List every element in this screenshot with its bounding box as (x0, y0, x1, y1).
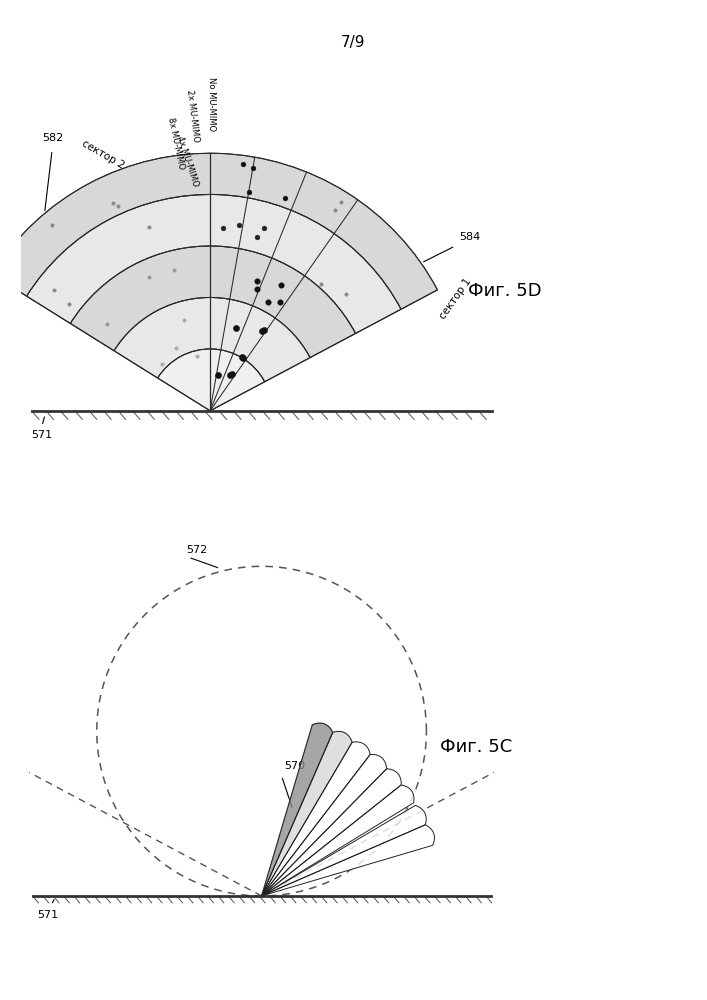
Text: 571: 571 (37, 910, 59, 920)
Wedge shape (158, 349, 264, 411)
Text: 584: 584 (459, 232, 480, 242)
Wedge shape (27, 194, 401, 333)
Wedge shape (70, 246, 356, 358)
Polygon shape (262, 825, 434, 896)
Text: Фиг. 5C: Фиг. 5C (440, 738, 513, 756)
Text: 572: 572 (186, 545, 207, 555)
Wedge shape (114, 297, 310, 382)
Wedge shape (0, 153, 438, 309)
Text: No MU-MIMO: No MU-MIMO (207, 77, 216, 131)
Text: сектор 1: сектор 1 (438, 277, 474, 321)
Text: 8x MU-MIMO: 8x MU-MIMO (166, 117, 186, 170)
Polygon shape (262, 805, 426, 896)
Polygon shape (262, 785, 414, 896)
Polygon shape (262, 731, 352, 896)
Polygon shape (262, 769, 402, 896)
Text: 7/9: 7/9 (341, 35, 366, 50)
Polygon shape (262, 723, 333, 896)
Text: 570: 570 (284, 761, 305, 771)
Text: 2x MU-MIMO: 2x MU-MIMO (185, 89, 201, 143)
Text: 582: 582 (42, 133, 63, 143)
Text: 571: 571 (32, 430, 52, 440)
Polygon shape (262, 754, 387, 896)
Text: Фиг. 5D: Фиг. 5D (467, 282, 542, 300)
Polygon shape (262, 742, 370, 896)
Text: 4x MU-MIMO: 4x MU-MIMO (175, 135, 200, 188)
Text: сектор 2: сектор 2 (80, 138, 126, 170)
